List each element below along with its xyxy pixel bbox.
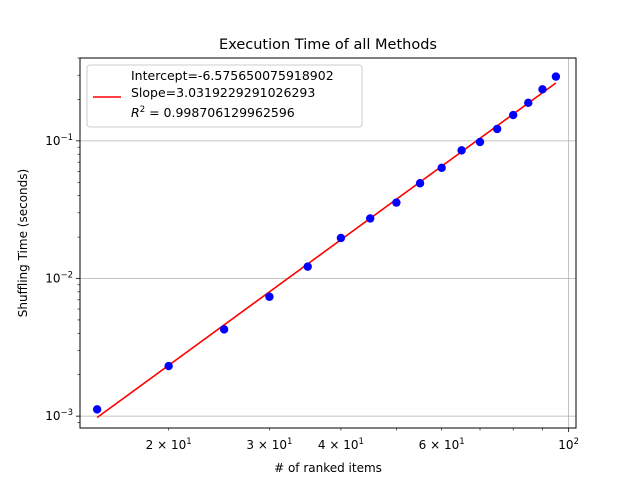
x-tick-label-base: 10 — [558, 438, 573, 452]
scatter-point — [392, 198, 401, 207]
x-tick-label: 4 × 101 — [318, 437, 364, 452]
x-tick-label-exponent: 1 — [359, 437, 364, 447]
legend-r2-value: = 0.998706129962596 — [145, 105, 295, 120]
legend: Intercept=-6.575650075918902 Slope=3.031… — [86, 64, 363, 128]
scatter-point — [365, 214, 375, 223]
x-tick-label-mantissa: 4 × 10 — [318, 438, 359, 452]
x-axis-title: # of ranked items — [274, 461, 382, 475]
legend-box — [86, 64, 363, 128]
scatter-point — [475, 137, 485, 147]
legend-r2-text: R2 = 0.998706129962596 — [131, 105, 295, 120]
scatter-point — [508, 110, 518, 120]
scatter-point — [265, 292, 274, 301]
x-tick-label-mantissa: 6 × 10 — [419, 438, 460, 452]
legend-r2-sup: 2 — [140, 105, 145, 115]
legend-intercept-text: Intercept=-6.575650075918902 — [131, 68, 334, 83]
legend-r2-symbol: R — [131, 105, 140, 120]
scatter-point — [92, 405, 102, 414]
y-tick-label-exponent: −2 — [60, 271, 73, 281]
chart-title: Execution Time of all Methods — [219, 37, 437, 53]
x-tick-label-mantissa: 3 × 10 — [246, 438, 287, 452]
y-tick-label: 10−2 — [45, 271, 73, 286]
scatter-points-layer — [92, 72, 561, 414]
y-axis: 10−310−210−1 — [45, 57, 80, 423]
plot-frame — [79, 57, 577, 429]
y-tick-label-base: 10 — [45, 409, 60, 423]
x-tick-label: 6 × 101 — [419, 437, 465, 452]
x-tick-label-mantissa: 2 × 10 — [146, 438, 187, 452]
x-tick-label-exponent: 1 — [459, 437, 464, 447]
y-tick-label: 10−3 — [45, 408, 73, 423]
y-tick-label-base: 10 — [45, 272, 60, 286]
scatter-point — [457, 146, 466, 155]
x-tick-label-exponent: 1 — [186, 437, 191, 447]
scatter-point — [164, 361, 173, 371]
y-axis-title: Shuffling Time (seconds) — [16, 169, 30, 317]
y-tick-label-base: 10 — [45, 134, 60, 148]
grid-layer — [80, 58, 576, 428]
x-tick-label-exponent: 1 — [287, 437, 292, 447]
scatter-point — [538, 85, 547, 94]
scatter-point — [415, 179, 425, 188]
scatter-point — [524, 98, 533, 108]
y-tick-label-exponent: −1 — [60, 133, 73, 143]
scatter-point — [437, 163, 446, 173]
x-tick-label: 102 — [558, 437, 579, 452]
scatter-point — [219, 325, 229, 334]
scatter-point — [336, 233, 346, 243]
y-tick-label-exponent: −3 — [60, 408, 73, 418]
scatter-point — [551, 72, 561, 81]
x-tick-label-exponent: 2 — [574, 437, 579, 447]
y-tick-label: 10−1 — [45, 133, 73, 148]
legend-slope-text: Slope=3.0319229291026293 — [131, 85, 315, 100]
scatter-point — [492, 124, 502, 134]
x-tick-label: 3 × 101 — [246, 437, 292, 452]
scatter-point — [303, 262, 312, 271]
x-tick-label: 2 × 101 — [146, 437, 192, 452]
